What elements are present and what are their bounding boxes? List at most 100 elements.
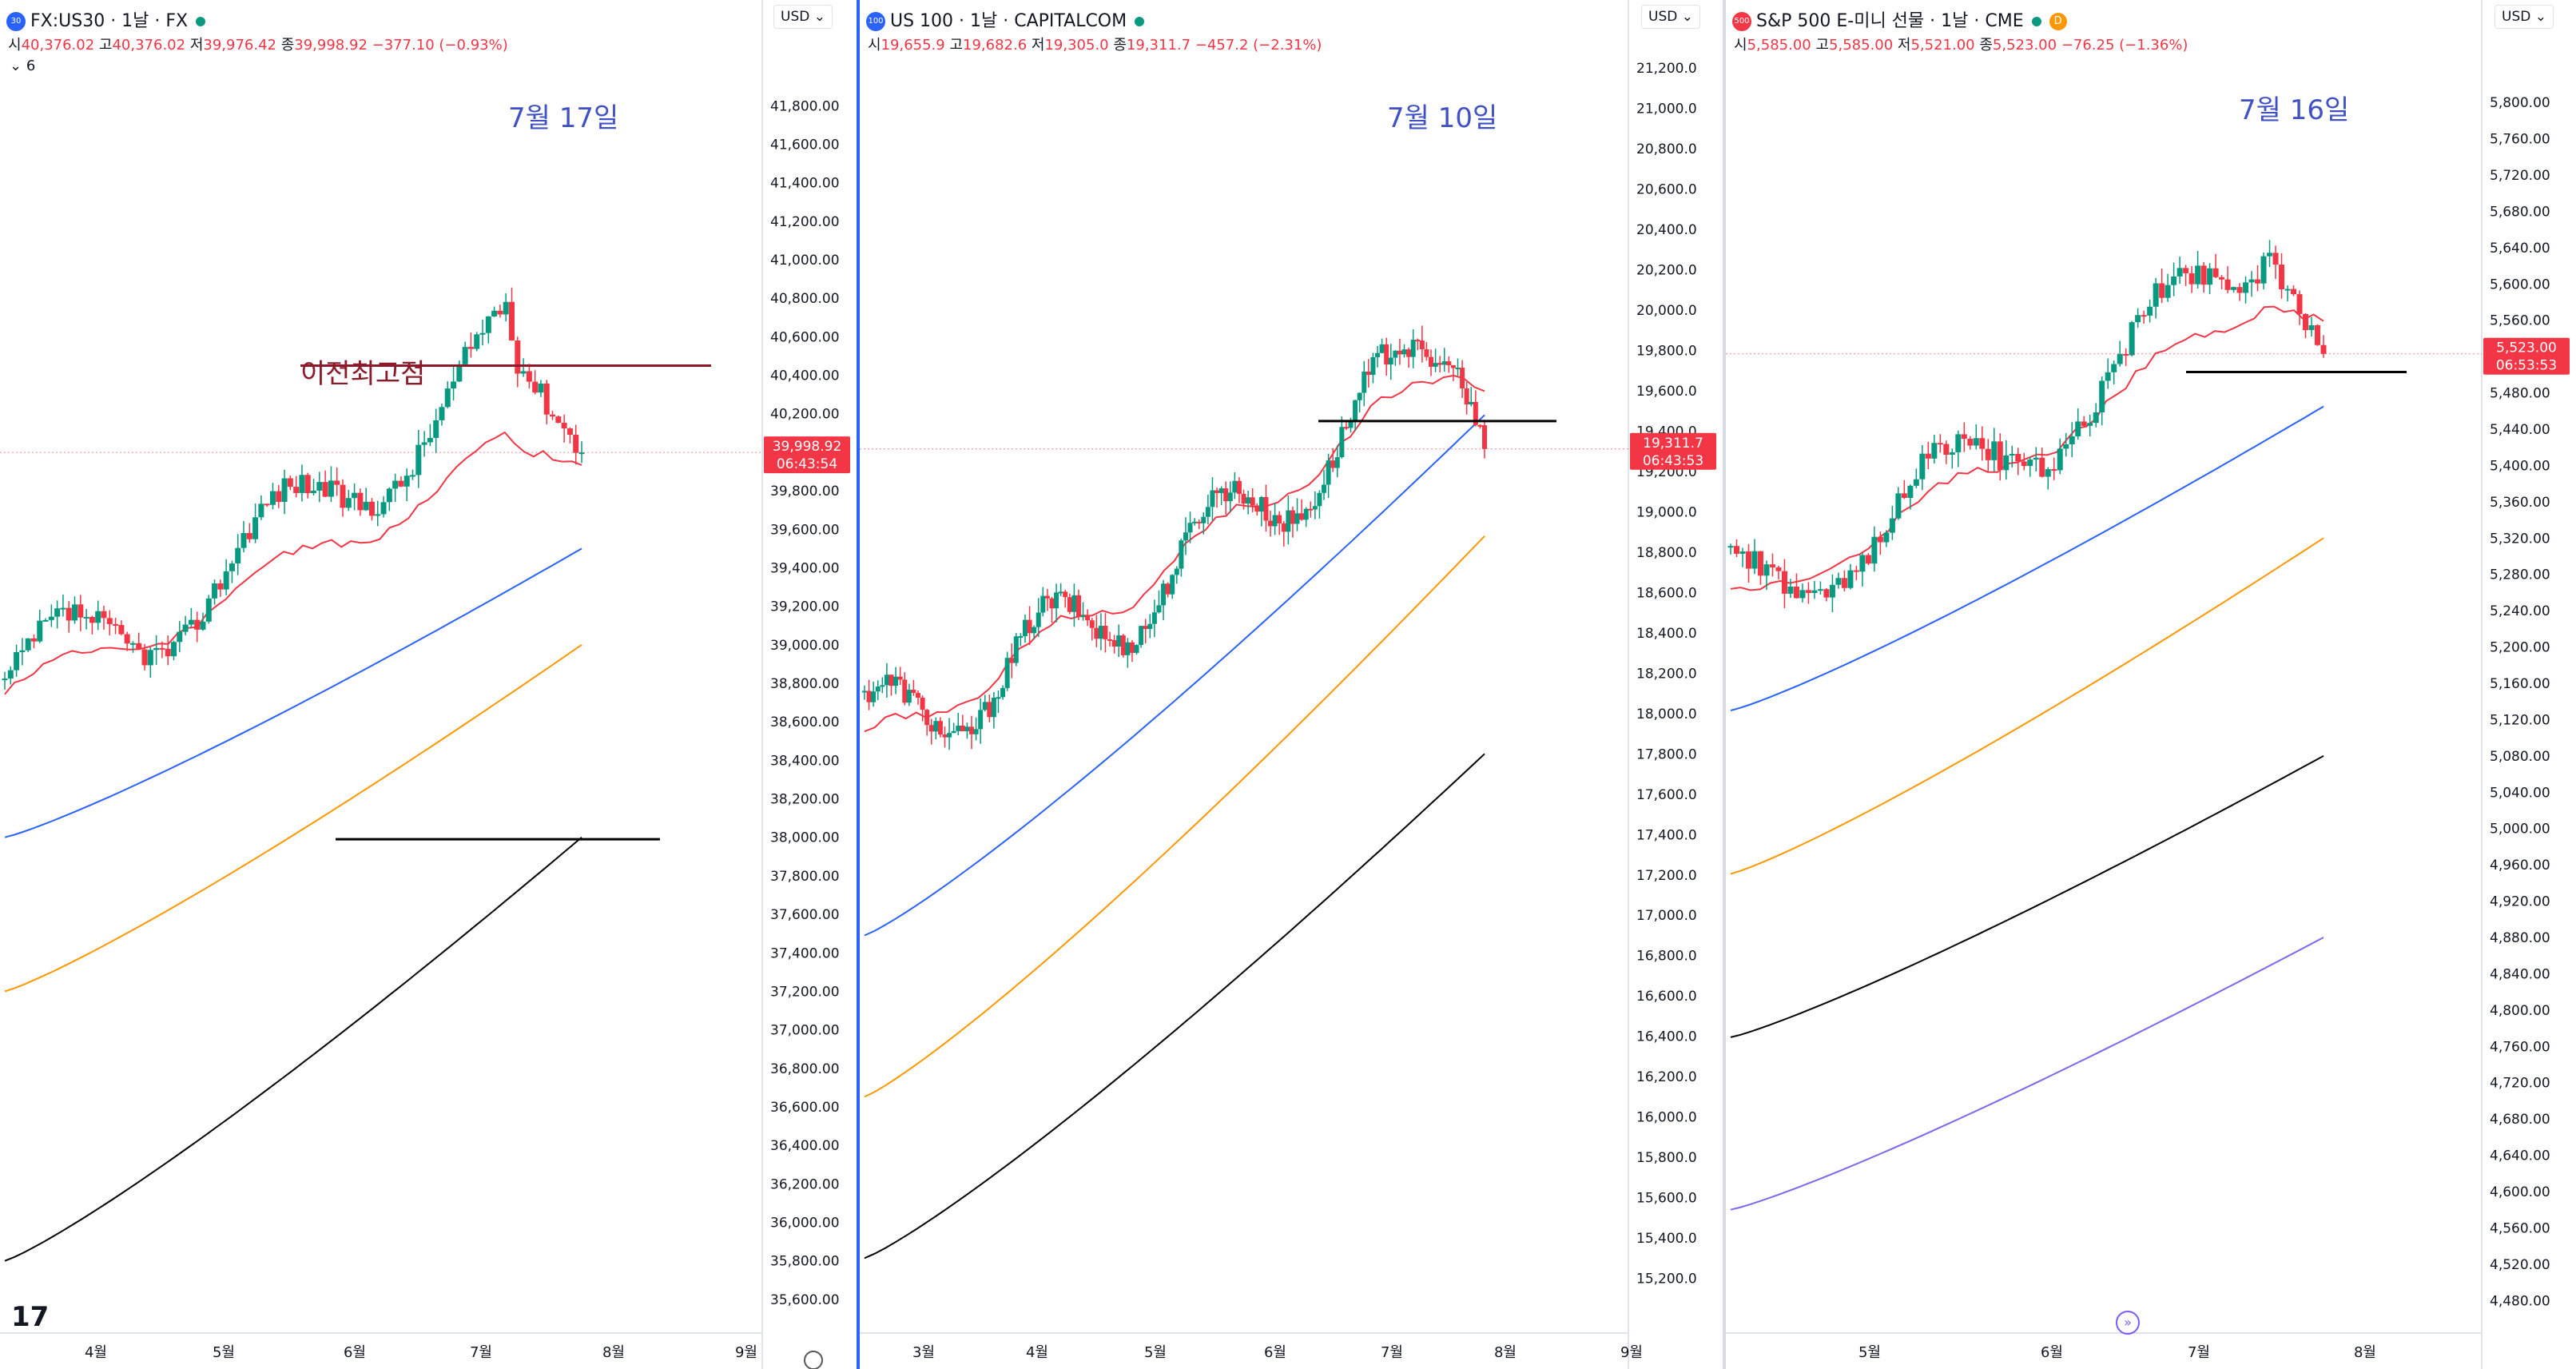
x-tick-label: 9월 [735,1344,757,1361]
candle-body [964,726,970,731]
y-tick-label: 4,640.00 [2490,1148,2550,1164]
candle-body [503,301,509,315]
candle-body [1067,597,1072,612]
low-label: 저 [1897,37,1911,54]
y-tick-label: 18,600.0 [1636,585,1697,601]
symbol-title[interactable]: S&P 500 E-미니 선물 · 1날 · CME [1756,11,2024,31]
low-value: 5,521.00 [1910,37,1975,54]
last-price-label: 39,998.92 [773,439,842,455]
candle-body [194,619,201,630]
candle-body [1125,642,1131,655]
y-tick-label: 16,400.0 [1636,1029,1697,1045]
candle-body [2105,372,2111,381]
x-tick-label: 7월 [2188,1344,2210,1361]
open-value: 40,376.02 [21,37,95,54]
chart-canvas[interactable]: 35,600.00 35,800.00 36,000.00 36,200.00 36,4… [0,0,857,1369]
panel-separator[interactable] [857,0,860,1369]
symbol-title[interactable]: US 100 · 1날 · CAPITALCOM [890,11,1127,31]
y-tick-label: 38,600.00 [770,714,840,730]
candle-body [1889,518,1895,533]
y-tick-label: 36,200.00 [770,1176,840,1192]
chevron-down-icon: ⌄ [10,58,22,74]
candle-body [1437,363,1443,365]
candle-body [1441,361,1447,365]
symbol-header[interactable]: 100 US 100 · 1날 · CAPITALCOM [866,6,1145,32]
candle-body [467,347,474,349]
tradingview-logo-icon[interactable]: 17 [11,1301,50,1333]
annotation-date: 7월 16일 [2239,94,2350,126]
candle-body [386,488,392,503]
close-value: 39,998.92 [294,37,368,54]
bar-countdown-label: 06:43:54 [777,456,837,472]
candle-body [48,616,54,620]
delayed-badge: D [2049,13,2067,30]
candle-body [439,407,445,420]
currency-selector[interactable]: USD ⌄ [773,5,833,29]
chevron-down-icon: ⌄ [813,9,825,25]
y-tick-label: 41,400.00 [770,176,840,192]
candle-body [421,442,427,445]
candle-body [1085,615,1091,621]
candle-body [188,619,194,625]
candle-body [1218,488,1224,493]
candle-body [968,726,974,734]
currency-selector[interactable]: USD ⌄ [2495,5,2554,29]
candle-body [1455,368,1461,370]
open-label: 시 [8,37,22,54]
x-tick-label: 3월 [912,1344,935,1361]
candle-body [2003,455,2010,471]
candle-body [561,423,567,429]
candle-body [223,571,229,590]
chart-canvas[interactable]: 4,480.00 4,520.00 4,560.00 4,600.00 4,640.00… [1726,0,2576,1369]
y-tick-label: 16,800.0 [1636,949,1697,965]
ma-line-ma50 [864,414,1485,937]
symbol-header[interactable]: 30 FX:US30 · 1날 · FX [6,6,206,32]
candle-body [1388,357,1393,365]
symbol-header[interactable]: 500 S&P 500 E-미니 선물 · 1날 · CME D [1732,6,2067,32]
candle-body [368,501,375,516]
candle-body [960,726,965,731]
symbol-title[interactable]: FX:US30 · 1날 · FX [30,11,189,31]
panel-separator[interactable] [1723,0,1726,1369]
candle-body [165,648,171,657]
candle-body [293,487,300,493]
y-tick-label: 5,600.00 [2490,277,2550,293]
gear-icon[interactable] [804,1351,823,1369]
candle-body [456,364,463,382]
candle-body [1111,639,1117,647]
y-tick-label: 4,680.00 [2490,1112,2550,1128]
candle-body [118,625,125,635]
candle-body [451,381,457,389]
candle-body [37,620,43,642]
candle-body [987,702,992,718]
y-tick-label: 20,000.0 [1636,303,1697,319]
ma-line-ma100 [1730,537,2324,875]
candle-body [1094,627,1099,639]
candle-body [1258,496,1264,512]
chart-panel-us30[interactable]: 35,600.00 35,800.00 36,000.00 36,200.00 36,4… [0,0,857,1369]
y-tick-label: 4,800.00 [2490,1003,2550,1019]
y-tick-label: 4,760.00 [2490,1039,2550,1055]
chart-canvas[interactable]: 15,200.0 15,400.0 15,600.0 15,800.0 16,000.0… [860,0,1723,1369]
y-tick-label: 5,040.00 [2490,785,2550,801]
candle-body [1147,623,1153,630]
candle-body [538,383,544,393]
candle-body [2195,265,2201,285]
candle-body [497,310,503,315]
y-tick-label: 37,800.00 [770,869,840,885]
candle-body [2,679,8,681]
chart-panel-es[interactable]: 4,480.00 4,520.00 4,560.00 4,600.00 4,640.00… [1726,0,2576,1369]
candle-body [2087,423,2093,426]
candle-body [30,638,37,642]
indicator-toggle[interactable]: ⌄ 6 [10,58,35,74]
y-tick-label: 36,000.00 [770,1216,840,1232]
candle-body [1286,510,1291,532]
scroll-to-latest-icon[interactable]: » [2116,1311,2140,1335]
y-tick-label: 5,400.00 [2490,458,2550,474]
candle-body [1424,349,1429,357]
candle-body [1913,479,1919,486]
chart-panel-us100[interactable]: 15,200.0 15,400.0 15,600.0 15,800.0 16,000.0… [860,0,1723,1369]
currency-selector[interactable]: USD ⌄ [1641,5,1700,29]
ma-line-ma50 [1730,405,2324,712]
candle-body [1460,368,1465,389]
